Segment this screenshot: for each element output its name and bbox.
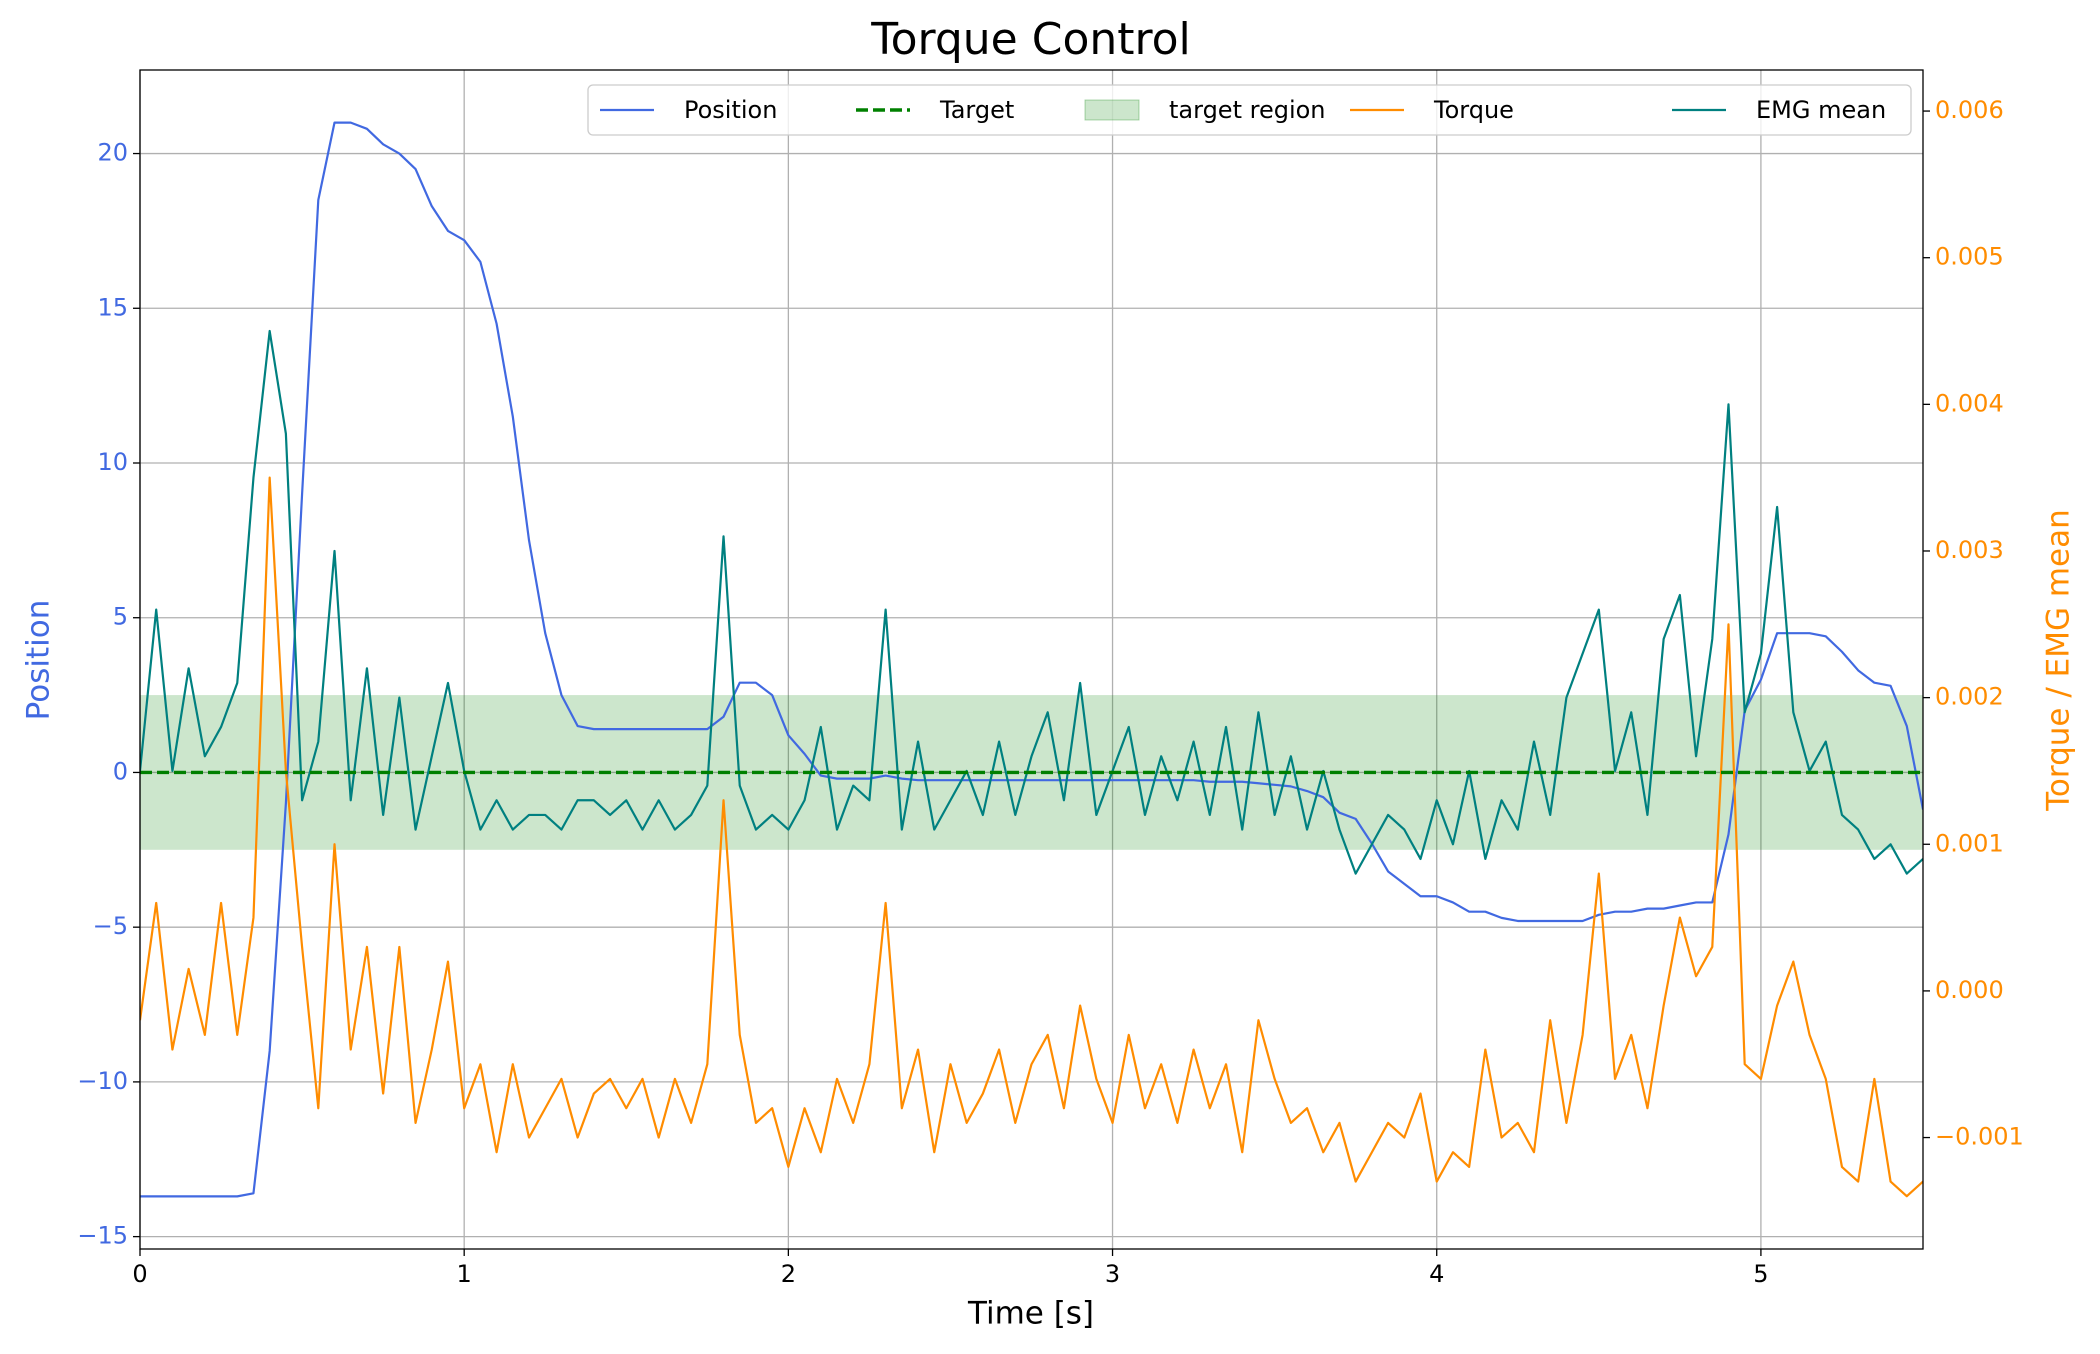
y-tick-label: −5 — [93, 912, 128, 940]
x-tick-label: 2 — [781, 1260, 796, 1288]
legend-box — [587, 84, 1912, 136]
legend-swatch — [1084, 99, 1140, 121]
plot-frame — [139, 69, 1924, 1250]
legend: Position Target target region Torque EMG mea… — [587, 84, 1912, 136]
y2-tick-label: 0.002 — [1935, 683, 2004, 711]
y2-tick-label: 0.004 — [1935, 389, 2004, 417]
legend-label: Target — [939, 96, 1014, 124]
x-tick-label: 5 — [1753, 1260, 1768, 1288]
y2-tick-label: 0.006 — [1935, 96, 2004, 124]
series-line — [140, 121, 1923, 1198]
y-tick-label: 0 — [113, 757, 128, 785]
y-tick-label: −15 — [77, 1222, 128, 1250]
chart-title: Torque Control — [870, 14, 1191, 65]
x-tick-label: 0 — [132, 1260, 147, 1288]
y2-tick-label: 0.005 — [1935, 243, 2004, 271]
y2-axis-label: Torque / EMG mean — [2041, 509, 2077, 812]
legend-label: Position — [684, 96, 777, 124]
x-axis-label: Time [s] — [967, 1296, 1094, 1332]
y-axis-label: Position — [21, 600, 57, 721]
axes: 0 1 2 3 4 5 −15 −10 −5 0 5 10 15 20 −0.001 0.000 0.001 0.… — [77, 69, 2024, 1288]
y-tick-label: −10 — [77, 1067, 128, 1095]
grid — [139, 70, 1923, 1249]
y-tick-label: 20 — [97, 139, 128, 167]
x-tick-label: 1 — [457, 1260, 472, 1288]
x-tick-label: 3 — [1105, 1260, 1120, 1288]
y2-tick-label: 0.000 — [1935, 976, 2004, 1004]
plot-area — [140, 121, 1923, 1198]
legend-label: EMG mean — [1756, 96, 1886, 124]
series-line — [140, 329, 1923, 875]
series-line — [140, 476, 1923, 1198]
y2-tick-label: 0.003 — [1935, 536, 2004, 564]
y-tick-label: 10 — [97, 448, 128, 476]
y-tick-label: 5 — [113, 603, 128, 631]
x-tick-label: 4 — [1429, 1260, 1444, 1288]
y2-tick-label: 0.001 — [1935, 829, 2004, 857]
legend-label: Torque — [1433, 96, 1514, 124]
y-tick-label: 15 — [97, 293, 128, 321]
legend-label: target region — [1169, 96, 1326, 124]
y2-tick-label: −0.001 — [1935, 1123, 2024, 1151]
